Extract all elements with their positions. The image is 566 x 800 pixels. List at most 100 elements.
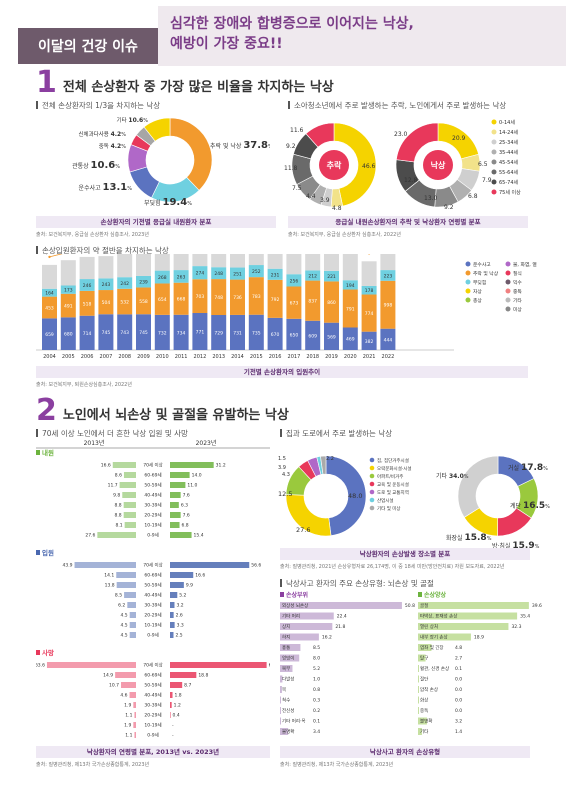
p4-age-0-4: 30-39세 [144,502,161,509]
p2-legend-label-0: 0-14세 [499,119,515,126]
p4-left-bar-1-4 [127,602,136,608]
p2-left-value-2: 9.2 [286,143,296,150]
panel2-subtitle: 소아청소년에서 주로 발생하는 추락, 노인에게서 주로 발생하는 낙상 [288,100,506,111]
p3-legend-dot-3 [465,288,471,294]
panel4-subtitle: 70세 이상 노인에서 더 흔한 낙상 입원 및 사망 [36,428,188,439]
p3-bar-fall-0 [42,296,57,319]
p3-bar-hit-16 [342,280,358,290]
p3-year-17: 2021 [363,354,376,360]
p6-right-name-5: 탈구 [420,655,428,662]
p3-fall-label-8: 703 [196,294,205,300]
p6-left-bar-4 [280,644,301,651]
p4-age-1-3: 40-49세 [144,592,161,599]
panel1-caption: 손상환자의 기전별 응급실 내원환자 분포 [36,216,276,228]
p2-legend-dot-5 [491,169,497,175]
p4-right-val-1-5: 2.6 [176,613,183,619]
p3-run-label-1: 680 [64,332,73,338]
p2-legend-dot-1 [491,129,497,135]
p2-right-center [423,150,453,180]
p4-right-bar-2-1 [170,672,197,678]
p3-fall-label-0: 453 [45,305,54,311]
p3-run-label-3: 745 [102,330,111,336]
p4-col-left: 2013년 [84,439,105,447]
p3-bar-other-1 [60,260,76,286]
section-2-heading: 2 노인에서 뇌손상 및 골절을 유발하는 낙상 [36,396,289,426]
p3-legend-label-7: 익수 [513,279,522,286]
p3-bar-hit-3 [98,278,114,291]
p3-hit-label-7: 263 [177,274,186,280]
p3-bar-fall-16 [342,289,358,328]
p5-left-value-2: 12.5 [278,490,292,498]
p3-run-label-7: 734 [177,330,186,336]
p3-hit-label-9: 248 [214,271,223,277]
p3-bar-hit-12 [267,268,283,280]
p4-right-bar-0-5 [170,512,181,518]
p3-legend-dot-1 [465,270,471,276]
p4-left-val-2-6: 1.9 [124,723,131,729]
p3-bar-other-6 [154,254,170,271]
p3-fall-label-2: 518 [83,301,92,307]
p3-fall-label-10: 736 [233,295,242,301]
panel2-donuts: 추락 낙상 46.6 11.6 9.2 11.8 7.5 4.4 3.94.8 20.9 6.5 7.… [284,119,521,210]
p3-fall-label-7: 668 [177,297,186,303]
p4-left-val-1-3: 8.5 [115,593,122,599]
p4-left-val-0-1: 8.6 [115,473,122,479]
p3-bar-other-13 [286,254,302,275]
p3-hit-label-5: 239 [139,280,148,286]
p4-age-0-1: 60-69세 [144,472,161,479]
p3-bar-hit-9 [211,267,227,280]
p4-group-label-2: 사망 [42,648,54,657]
p6-left-val-2: 21.8 [335,624,345,630]
p3-fall-label-12: 792 [271,297,280,303]
p5-legend-dot-5 [369,497,375,503]
p3-bar-hit-18 [380,270,396,281]
p3-hit-label-8: 274 [196,271,205,277]
p3-bar-run-8 [192,312,208,350]
p4-right-bar-0-4 [170,502,179,508]
p6-right-name-0: 골절 [420,602,428,609]
p3-bar-fall-11 [248,277,264,315]
p5-legend-label-2: 아파트/비거주 [377,473,403,480]
p6-left-name-10: 전신성 [282,707,294,714]
p3-legend-dot-10 [505,306,511,312]
p3-year-3: 2007 [100,354,113,360]
p4-left-bar-1-2 [116,582,136,588]
p6-right-name-10: 중독 [420,708,428,714]
p3-fall-label-14: 837 [308,299,317,305]
p4-age-1-4: 30-39세 [144,602,161,609]
title-line-2: 예방이 가장 중요!! [170,36,283,52]
p6-right-bar-6 [418,665,419,672]
p4-left-bar-1-3 [124,592,136,598]
p5-left-value-5: 1.5 [278,456,286,462]
p6-left-bar-10 [280,707,281,714]
p2-left-value-3: 11.8 [284,165,298,172]
p6-right-bar-2 [418,623,509,630]
p4-group-label-0: 내원 [42,448,54,457]
p3-bar-run-17 [361,331,377,350]
p3-legend-dot-9 [505,297,511,303]
p6-left-val-10: 0.2 [313,708,320,714]
p2-left-value-4: 7.5 [292,185,302,192]
p4-right-val-1-6: 3.3 [177,623,184,629]
p4-age-0-2: 50-59세 [144,482,161,489]
p3-hit-label-4: 242 [120,281,129,287]
p4-group-mark-1 [36,550,40,555]
p4-left-bar-0-4 [123,502,136,508]
p2-left-value-1: 11.6 [290,127,304,134]
p4-right-val-2-7: - [172,734,174,739]
panel2-caption: 응급실 내원손상환자의 추락 및 낙상환자 연령별 분포 [288,216,528,228]
p2-legend-label-4: 45-54세 [499,159,519,166]
p3-legend-dot-5 [505,261,511,267]
p6-left-bar-12 [280,728,289,735]
p4-right-val-2-1: 18.8 [198,673,208,679]
p3-fall-label-15: 860 [327,300,336,306]
p3-run-label-12: 670 [271,332,280,338]
p6-right-val-12: 1.4 [455,729,462,735]
p4-left-val-1-6: 4.5 [121,623,128,629]
p5-legend-dot-0 [369,457,375,463]
p2-legend-label-3: 35-44세 [499,149,519,156]
p3-bar-hit-5 [136,275,151,288]
p4-right-bar-2-5 [170,712,171,718]
p4-right-val-1-7: 2.5 [176,633,183,639]
p2-legend-dot-3 [491,149,497,155]
